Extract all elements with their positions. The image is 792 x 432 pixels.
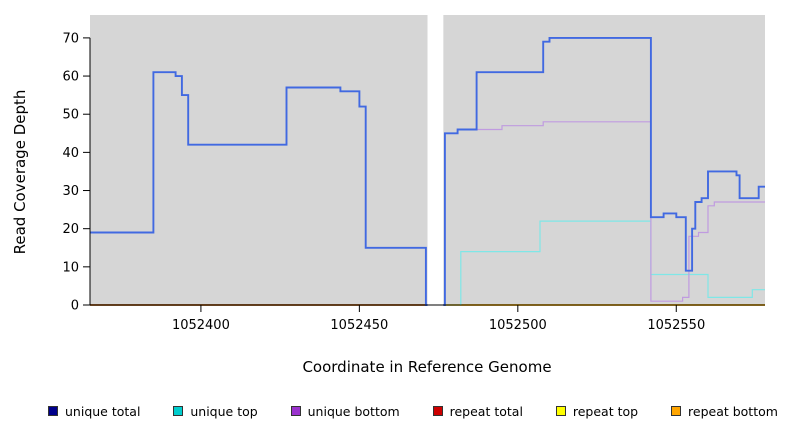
- legend-item-repeat-bottom: repeat bottom: [671, 404, 778, 419]
- coverage-gap-band: [427, 14, 444, 306]
- legend-label: unique top: [190, 403, 258, 419]
- x-tick-label: 1052550: [647, 318, 705, 333]
- x-tick-label: 1052500: [489, 318, 547, 333]
- legend-item-repeat-top: repeat top: [555, 403, 639, 419]
- legend-label: unique total: [65, 403, 141, 419]
- y-tick-label: 70: [62, 31, 79, 46]
- coverage-chart: 0 10 20 30 40 50 60 70 1052400 1052450 1052500 1052…: [11, 14, 765, 376]
- legend-label: repeat bottom: [688, 403, 778, 419]
- series-unique-total: [90, 36, 765, 306]
- y-tick-label: 50: [62, 108, 79, 123]
- y-tick-label: 10: [62, 260, 79, 275]
- legend-item-unique-top: unique top: [173, 403, 258, 419]
- x-tick-label: 1052400: [172, 318, 230, 333]
- legend-swatch: [48, 406, 58, 416]
- chart-legend: unique total unique top unique bottom repea…: [0, 398, 792, 424]
- legend-item-unique-total: unique total: [48, 404, 140, 419]
- legend-item-repeat-total: repeat total: [432, 403, 523, 419]
- legend-swatch: [173, 406, 184, 416]
- legend-swatch: [671, 406, 682, 416]
- legend-swatch: [555, 406, 566, 416]
- legend-label: repeat total: [449, 403, 523, 419]
- y-tick-label: 60: [62, 70, 79, 85]
- y-tick-label: 30: [62, 184, 79, 199]
- y-axis-title: Read Coverage Depth: [11, 90, 29, 255]
- y-tick-label: 20: [62, 222, 79, 237]
- legend-label: unique bottom: [307, 403, 400, 419]
- legend-label: repeat top: [572, 403, 639, 419]
- legend-swatch: [290, 406, 301, 416]
- y-tick-label: 0: [71, 299, 79, 314]
- y-tick-label: 40: [62, 146, 79, 161]
- x-axis-title: Coordinate in Reference Genome: [302, 358, 551, 376]
- legend-swatch: [432, 406, 443, 416]
- legend-item-unique-bottom: unique bottom: [290, 403, 400, 419]
- x-tick-label: 1052450: [330, 318, 388, 333]
